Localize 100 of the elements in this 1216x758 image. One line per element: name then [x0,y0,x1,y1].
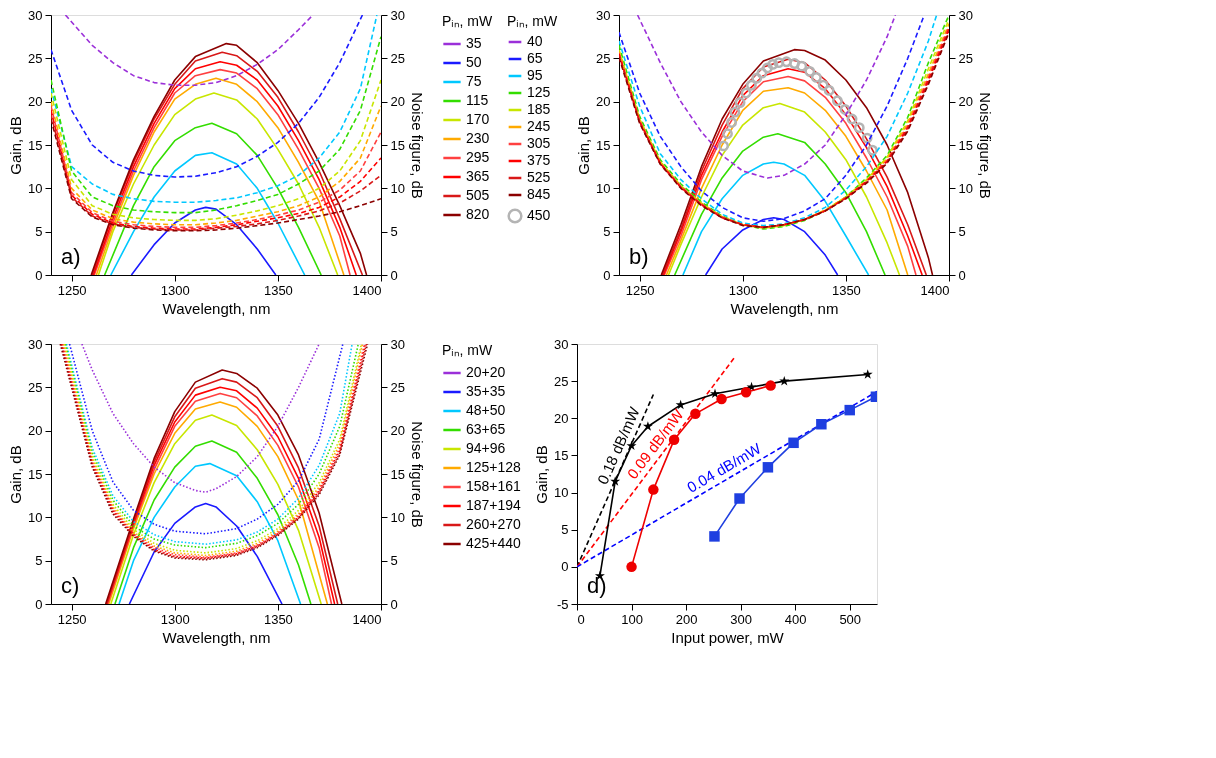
x-tick-label: 1350 [831,282,861,298]
y2-tick-label: 20 [958,94,973,110]
y-axis-title: Gain, dB [7,116,25,175]
y2-tick-label: 15 [390,466,405,482]
y-tick-label: 5 [35,553,43,569]
y2-tick-label: 25 [958,50,973,66]
y-tick-label: 30 [554,336,569,352]
x-axis-title: Wavelength, nm [162,628,271,646]
legend-label: 75 [466,73,482,89]
y2-tick-label: 25 [390,379,405,395]
y2-tick-label: 15 [958,137,973,153]
y2-tick-label: 10 [390,180,405,196]
annotation: a) [61,244,81,269]
y-axis-title: Gain, dB [7,445,25,504]
y-tick-label: 10 [28,180,43,196]
legend-label: 115 [466,92,489,108]
y-tick-label: 15 [596,137,611,153]
y-tick-label: 5 [603,224,611,240]
y-axis-title: Gain, dB [533,445,551,504]
y2-tick-label: 5 [390,553,398,569]
annotation: c) [61,573,80,598]
y-tick-label: 15 [28,137,43,153]
y-tick-label: 20 [28,423,43,439]
y-tick-label: 0 [603,267,611,283]
x-tick-label: 1250 [625,282,655,298]
legend-label: 230 [466,130,490,146]
y-tick-label: 30 [28,7,43,23]
x-tick-label: 1350 [263,282,293,298]
x-tick-label: 300 [730,611,752,627]
x-axis-title: Input power, mW [671,628,785,646]
legend-label: 48+50 [466,402,506,418]
legend-label: 170 [466,111,490,127]
legend-label: 845 [527,186,551,202]
y-tick-label: 5 [561,522,569,538]
legend-label: 187+194 [466,497,522,513]
legend-label: 305 [527,135,551,151]
y2-axis-title: Noise figure, dB [408,92,426,199]
x-tick-label: 1350 [263,611,293,627]
y-tick-label: 25 [28,379,43,395]
legend-label: 425+440 [466,535,522,551]
legend-label: 525 [527,169,551,185]
y2-tick-label: 10 [958,180,973,196]
y-tick-label: 0 [561,559,569,575]
y-tick-label: 15 [554,447,569,463]
legend-label: 35 [466,35,482,51]
legend-title: Pᵢₙ, mW [442,342,493,358]
y2-tick-label: 20 [390,423,405,439]
y2-tick-label: 0 [390,596,398,612]
y-tick-label: 0 [35,596,43,612]
y2-tick-label: 10 [390,509,405,525]
legend-label: 65 [527,50,543,66]
legend-title: Pᵢₙ, mW [507,13,558,29]
y2-tick-label: 30 [390,7,405,23]
legend-label: 820 [466,206,490,222]
y-tick-label: 10 [596,180,611,196]
y2-tick-label: 25 [390,50,405,66]
y2-tick-label: 15 [390,137,405,153]
legend-label: 94+96 [466,440,506,456]
x-tick-label: 0 [577,611,585,627]
x-tick-label: 1250 [57,611,87,627]
y-tick-label: 25 [596,50,611,66]
x-tick-label: 1300 [728,282,758,298]
legend-label: 20+20 [466,364,506,380]
legend-label: 185 [527,101,551,117]
x-tick-label: 1300 [160,611,190,627]
x-tick-label: 1400 [920,282,950,298]
x-tick-label: 100 [621,611,643,627]
legend-label: 125 [527,84,551,100]
legend-label: 35+35 [466,383,506,399]
legend-label: 245 [527,118,551,134]
x-tick-label: 500 [839,611,862,627]
y2-tick-label: 5 [958,224,966,240]
annotation: d) [587,573,607,598]
legend-label: 158+161 [466,478,522,494]
x-tick-label: 1300 [160,282,190,298]
x-tick-label: 1250 [57,282,87,298]
legend-label: 50 [466,54,482,70]
x-tick-label: 1400 [352,611,382,627]
legend-label: 63+65 [466,421,506,437]
y-tick-label: 10 [28,509,43,525]
annotation: b) [629,244,649,269]
y-tick-label: 30 [596,7,611,23]
legend-label: 260+270 [466,516,522,532]
y2-tick-label: 20 [390,94,405,110]
y2-axis-title: Noise figure, dB [976,92,994,199]
y2-tick-label: 30 [390,336,405,352]
y-tick-label: 20 [28,94,43,110]
y2-tick-label: 0 [390,267,398,283]
legend-label: 450 [527,207,551,223]
x-axis-title: Wavelength, nm [730,299,839,317]
y2-tick-label: 0 [958,267,966,283]
y-tick-label: 20 [554,410,569,426]
y-tick-label: 10 [554,485,569,501]
legend-label: 505 [466,187,490,203]
y-tick-label: 25 [554,373,569,389]
y2-axis-title: Noise figure, dB [408,421,426,528]
legend-label: 375 [527,152,551,168]
y-tick-label: 15 [28,466,43,482]
y-tick-label: -5 [556,596,569,612]
x-tick-label: 1400 [352,282,382,298]
